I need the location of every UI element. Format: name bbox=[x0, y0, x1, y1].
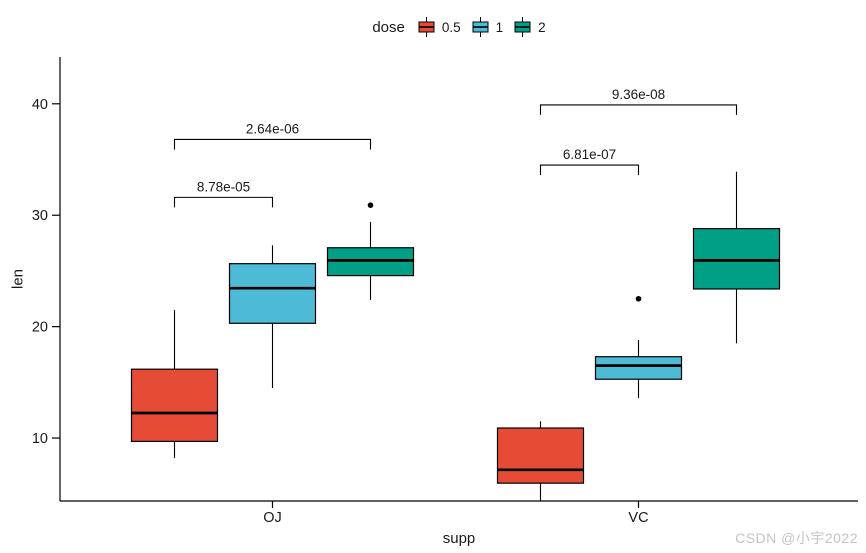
y-tick-label: 10 bbox=[32, 431, 48, 447]
pvalue-label-OJ: 2.64e-06 bbox=[246, 121, 299, 136]
boxplot-key-icon bbox=[472, 17, 489, 37]
y-tick-label: 30 bbox=[32, 208, 48, 224]
outlier-VC-dose-1 bbox=[635, 295, 642, 302]
legend-label: 1 bbox=[495, 19, 504, 35]
legend-label: 0.5 bbox=[441, 19, 461, 35]
legend-item-dose-2: 2 bbox=[513, 15, 546, 39]
pvalue-label-VC: 9.36e-08 bbox=[612, 87, 665, 102]
box-VC-dose-1 bbox=[594, 356, 683, 380]
box-VC-dose-2 bbox=[692, 227, 781, 290]
x-tick-label-VC: VC bbox=[628, 510, 648, 526]
box-OJ-dose-0.5 bbox=[130, 368, 219, 442]
pvalue-bracket-OJ bbox=[173, 196, 274, 208]
pvalue-bracket-VC bbox=[539, 104, 738, 115]
x-tick-label-OJ: OJ bbox=[263, 510, 282, 526]
y-tick-label: 40 bbox=[32, 97, 48, 113]
watermark: CSDN @小宇2022 bbox=[735, 530, 858, 546]
box-VC-dose-0.5 bbox=[496, 427, 585, 484]
legend-label: 2 bbox=[538, 19, 546, 35]
pvalue-bracket-OJ bbox=[173, 138, 372, 150]
boxplot-key-icon bbox=[514, 17, 531, 37]
legend: dose 0.5 1 2 bbox=[60, 13, 858, 41]
boxplot-key-icon bbox=[418, 17, 435, 37]
legend-title: dose bbox=[372, 18, 405, 36]
y-tick-label: 20 bbox=[32, 320, 48, 336]
pvalue-label-OJ: 8.78e-05 bbox=[197, 179, 250, 194]
outlier-OJ-dose-2 bbox=[367, 202, 374, 208]
box-OJ-dose-1 bbox=[228, 263, 317, 324]
legend-item-dose-1: 1 bbox=[471, 15, 504, 39]
pvalue-bracket-VC bbox=[539, 164, 640, 176]
legend-item-dose-0.5: 0.5 bbox=[417, 15, 461, 39]
pvalue-label-VC: 6.81e-07 bbox=[563, 147, 616, 162]
x-axis-title: supp bbox=[442, 530, 476, 547]
